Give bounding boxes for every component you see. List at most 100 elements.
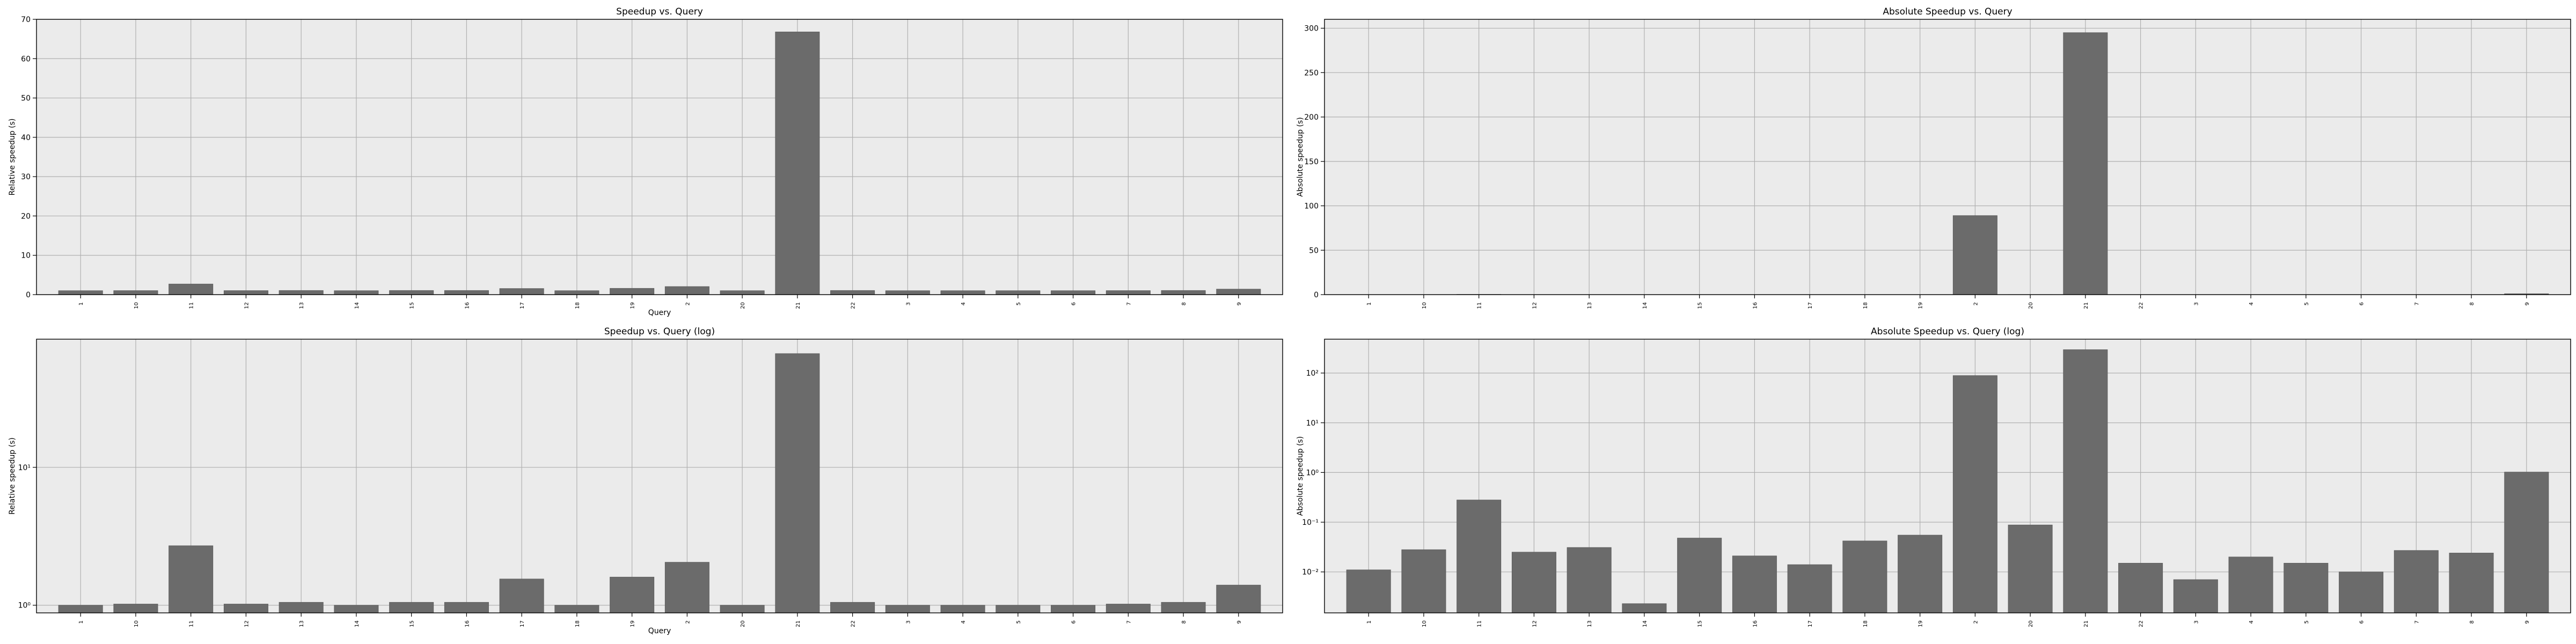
bar [334,605,379,613]
x-tick-label: 16 [464,302,470,309]
x-tick-label: 10 [134,620,140,627]
x-tick-label: 9 [1236,302,1242,305]
plot-area [36,19,1283,295]
bar [223,290,268,295]
y-tick-label: 10 [21,252,31,260]
y-tick-label: 10⁰ [18,602,31,610]
bar [1051,290,1096,295]
x-tick-label: 4 [2249,620,2255,624]
x-tick-label: 1 [78,302,84,305]
bar [2284,562,2329,613]
bar [1952,375,1997,613]
bar [996,605,1041,613]
plot-area [1324,19,2571,295]
x-tick-label: 3 [2193,302,2199,305]
y-axis-label: Absolute speedup (s) [1296,436,1305,516]
bar [1216,289,1261,295]
x-tick-label: 22 [851,302,857,309]
bar [169,283,214,295]
bar [1511,552,1556,613]
y-tick-label: 0 [1314,291,1319,299]
x-tick-label: 14 [354,302,360,309]
x-tick-label: 6 [1071,302,1077,305]
y-tick-label: 200 [1304,113,1319,122]
x-tick-label: 4 [2249,302,2255,305]
x-tick-label: 4 [961,302,967,305]
y-axis-label: Absolute speedup (s) [1296,117,1305,196]
x-tick-label: 9 [2524,302,2530,305]
chart-title: Speedup vs. Query [616,6,703,17]
bar [279,602,324,613]
x-tick-label: 8 [1181,620,1187,624]
y-tick-label: 10⁰ [1306,469,1319,477]
bar [720,605,765,613]
bar [1346,569,1391,613]
x-tick-label: 13 [299,620,305,627]
y-tick-label: 20 [21,212,31,221]
bar [1732,555,1777,613]
bar [2339,572,2384,613]
bar [1401,549,1446,613]
y-tick-label: 10⁻¹ [1302,518,1319,527]
bar [58,605,103,613]
plot-frame [36,19,1283,295]
x-tick-label: 15 [1697,620,1703,627]
chart-title: Absolute Speedup vs. Query [1883,6,2012,17]
bar [940,605,985,613]
y-tick-label: 60 [21,55,31,63]
y-tick-label: 150 [1304,158,1319,166]
chart-title: Speedup vs. Query (log) [604,326,715,337]
x-tick-label: 14 [1642,302,1648,309]
bar [554,605,599,613]
y-tick-label: 50 [21,94,31,103]
x-tick-label: 13 [1587,302,1593,309]
bar [499,288,544,295]
x-tick-label: 10 [1422,620,1428,627]
x-tick-label: 17 [1807,620,1813,627]
chart-title: Absolute Speedup vs. Query (log) [1871,326,2024,337]
bar [1216,584,1261,613]
x-tick-label: 12 [244,302,250,309]
x-tick-label: 2 [1973,302,1979,305]
x-tick-label: 12 [244,620,250,627]
x-tick-label: 9 [1236,620,1242,624]
x-tick-label: 12 [1532,302,1538,309]
x-tick-label: 20 [2028,302,2034,309]
y-tick-label: 40 [21,134,31,142]
x-tick-label: 5 [1016,302,1022,305]
y-axis-label: Relative speedup (s) [8,437,17,515]
y-tick-label: 100 [1304,202,1319,211]
bar [279,290,324,295]
y-tick-label: 10² [1306,369,1319,378]
bar [1787,564,1832,613]
x-tick-label: 6 [2359,620,2365,624]
x-tick-label: 22 [2139,302,2145,309]
plot-frame [36,339,1283,613]
x-tick-label: 6 [1071,620,1077,624]
x-tick-label: 5 [1016,620,1022,624]
bar [1161,290,1206,295]
x-tick-label: 18 [575,620,581,627]
bar [169,545,214,613]
x-tick-label: 16 [1752,620,1758,627]
x-tick-label: 17 [1807,302,1813,309]
bar [113,604,158,613]
x-tick-label: 8 [2469,620,2475,624]
x-tick-label: 16 [464,620,470,627]
x-tick-label: 15 [409,620,415,627]
y-tick-label: 50 [1309,246,1319,255]
bar [885,605,930,613]
x-tick-label: 7 [2414,302,2420,305]
bar [1161,602,1206,613]
bar [720,290,765,295]
x-tick-label: 11 [189,620,195,627]
x-tick-label: 13 [299,302,305,309]
bar [554,290,599,295]
y-tick-label: 300 [1304,25,1319,33]
x-tick-label: 5 [2304,620,2310,624]
bar [2063,32,2108,295]
x-tick-label: 21 [2083,302,2089,309]
x-tick-label: 3 [905,620,911,624]
bar [2118,562,2163,613]
y-axis-label: Relative speedup (s) [8,119,17,196]
